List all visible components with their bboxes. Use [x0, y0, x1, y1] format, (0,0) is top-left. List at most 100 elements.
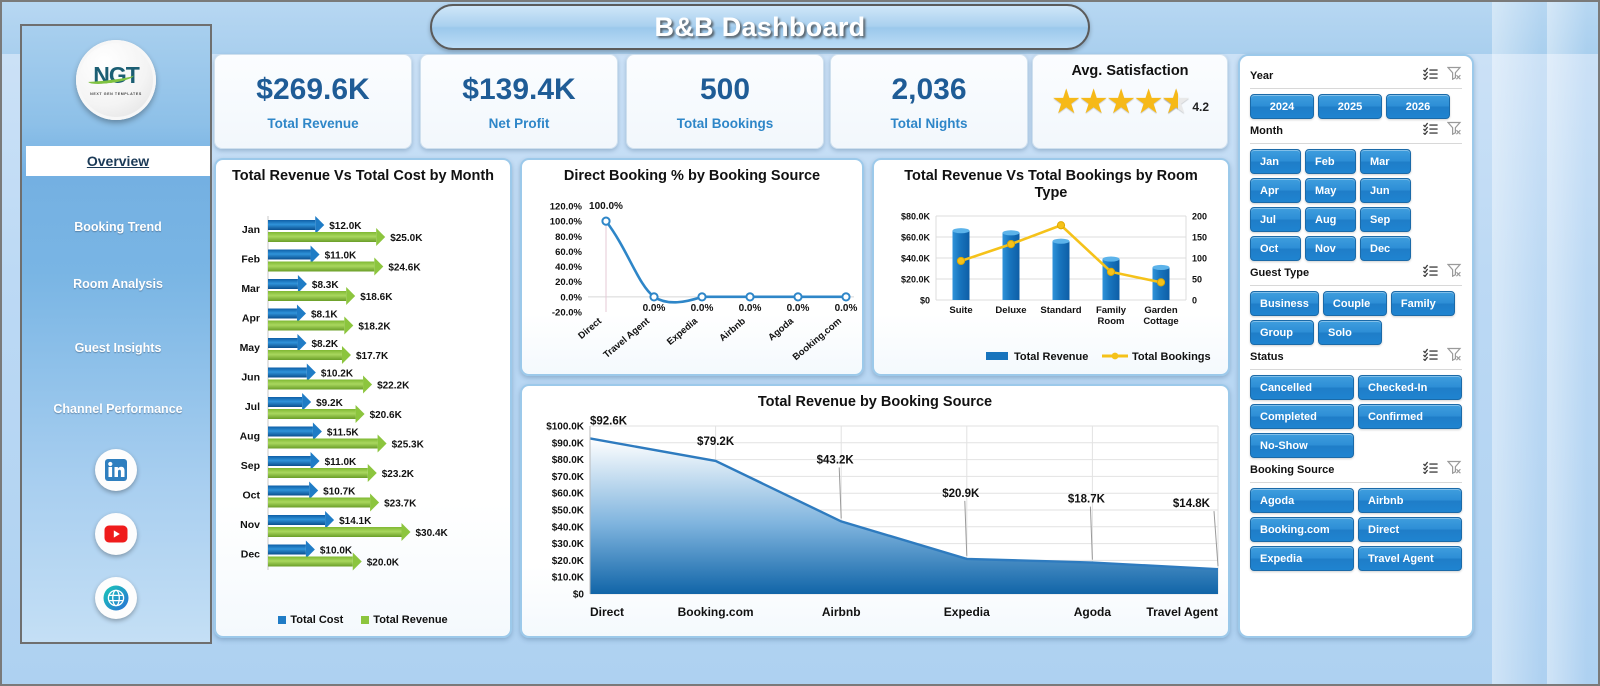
- slicer-item-family[interactable]: Family: [1390, 291, 1455, 316]
- logo-tagline: NEXT GEN TEMPLATES: [90, 92, 142, 96]
- combo-chart-area: $80.0K $60.0K $40.0K $20.0K $0 200 150 100 50 0 Su…: [874, 160, 1228, 374]
- slicer-items: 2024 2025 2026: [1250, 94, 1462, 119]
- slicer-item-apr[interactable]: Apr: [1250, 178, 1301, 203]
- slicer-items: Agoda Airbnb Booking.com Direct Expedia Trave…: [1250, 488, 1462, 571]
- slicer-item-oct[interactable]: Oct: [1250, 236, 1301, 261]
- x-tick-label: Cottage: [1143, 316, 1178, 327]
- y-tick-label-secondary: 0: [1192, 296, 1197, 306]
- slicer-item-solo[interactable]: Solo: [1318, 320, 1382, 345]
- star-icon: ★: [1050, 83, 1082, 121]
- month-label: Apr: [242, 313, 260, 325]
- slicer-item-jun[interactable]: Jun: [1360, 178, 1411, 203]
- slicer-item-cancelled[interactable]: Cancelled: [1250, 375, 1354, 400]
- y-tick-label: $10.0K: [552, 573, 585, 584]
- kpi-label: Total Nights: [890, 115, 968, 131]
- multi-select-icon[interactable]: [1423, 122, 1438, 140]
- kpi-label: Net Profit: [488, 115, 550, 131]
- clear-filter-icon[interactable]: [1446, 66, 1462, 85]
- slicer-item-label: Aug: [1315, 213, 1337, 226]
- month-label: Sep: [241, 460, 260, 472]
- slicer-items: Business Couple Family Group Solo: [1250, 291, 1462, 345]
- y-tick-label: 40.0%: [555, 262, 582, 273]
- slicer-item-group[interactable]: Group: [1250, 320, 1314, 345]
- website-icon[interactable]: [95, 577, 137, 619]
- data-label: $25.0K: [390, 233, 423, 244]
- column-total-revenue: [1002, 230, 1020, 300]
- slicer-item-agoda[interactable]: Agoda: [1250, 488, 1354, 513]
- data-label: $10.2K: [321, 369, 354, 380]
- slicer-item-mar[interactable]: Mar: [1360, 149, 1411, 174]
- multi-select-icon[interactable]: [1423, 348, 1438, 366]
- sidebar-item-label: Guest Insights: [74, 341, 162, 355]
- clear-filter-icon[interactable]: [1446, 121, 1462, 140]
- x-tick-label: Booking.com: [791, 316, 844, 363]
- slicer-item-aug[interactable]: Aug: [1305, 207, 1356, 232]
- clear-filter-icon[interactable]: [1446, 263, 1462, 282]
- slicer-item-label: Apr: [1260, 184, 1279, 197]
- slicer-item-no-show[interactable]: No-Show: [1250, 433, 1354, 458]
- bar-total-cost: [268, 304, 306, 323]
- slicer-year: Year 2024 2025 2026: [1250, 66, 1462, 119]
- multi-select-icon[interactable]: [1423, 67, 1438, 85]
- slicer-item-label: Expedia: [1260, 552, 1303, 565]
- slicer-item-2025[interactable]: 2025: [1318, 94, 1382, 119]
- chart-title: Total Revenue by Booking Source: [757, 394, 993, 410]
- sidebar-item-channel-performance[interactable]: Channel Performance: [22, 398, 214, 420]
- slicer-item-direct[interactable]: Direct: [1358, 517, 1462, 542]
- youtube-icon[interactable]: [95, 513, 137, 555]
- data-point: [1056, 221, 1066, 230]
- slicer-item-business[interactable]: Business: [1250, 291, 1319, 316]
- y-tick-label: $60.0K: [552, 489, 585, 500]
- slicer-item-label: Solo: [1328, 326, 1352, 339]
- bar-total-revenue: [268, 316, 354, 335]
- data-point: [793, 292, 803, 302]
- slicer-title: Guest Type: [1250, 266, 1310, 279]
- bar-total-cost: [268, 245, 320, 264]
- bar-total-revenue: [268, 434, 387, 453]
- slicer-item-confirmed[interactable]: Confirmed: [1358, 404, 1462, 429]
- sidebar-item-booking-trend[interactable]: Booking Trend: [22, 216, 214, 238]
- star-icon: ★: [1133, 83, 1164, 121]
- divider: [1250, 369, 1462, 370]
- slicer-item-booking-com[interactable]: Booking.com: [1250, 517, 1354, 542]
- slicer-item-sep[interactable]: Sep: [1360, 207, 1411, 232]
- y-tick-label: 20.0%: [555, 277, 582, 288]
- sidebar-item-room-analysis[interactable]: Room Analysis: [22, 273, 214, 295]
- slicer-item-completed[interactable]: Completed: [1250, 404, 1354, 429]
- linkedin-icon[interactable]: [95, 449, 137, 491]
- month-label: Jul: [245, 401, 260, 413]
- clear-filter-icon[interactable]: [1446, 460, 1462, 479]
- slicer-item-label: 2024: [1269, 100, 1295, 113]
- slicer-item-2024[interactable]: 2024: [1250, 94, 1314, 119]
- slicer-item-label: Couple: [1332, 297, 1371, 310]
- multi-select-icon[interactable]: [1423, 264, 1438, 282]
- data-label: $11.5K: [327, 428, 359, 439]
- y-tick-label-primary: $20.0K: [901, 275, 931, 285]
- slicer-item-airbnb[interactable]: Airbnb: [1358, 488, 1462, 513]
- slicer-item-label: Group: [1260, 326, 1293, 339]
- slicer-item-may[interactable]: May: [1305, 178, 1356, 203]
- slicer-title: Month: [1250, 124, 1283, 137]
- slicer-item-nov[interactable]: Nov: [1305, 236, 1356, 261]
- x-tick-label: Standard: [1040, 305, 1081, 316]
- slicer-item-2026[interactable]: 2026: [1386, 94, 1450, 119]
- clear-filter-icon[interactable]: [1446, 347, 1462, 366]
- slicer-item-jul[interactable]: Jul: [1250, 207, 1301, 232]
- y-tick-label: $90.0K: [552, 438, 585, 449]
- logo-text: NGT: [93, 62, 140, 88]
- slicer-item-checked-in[interactable]: Checked-In: [1358, 375, 1462, 400]
- data-label: $8.2K: [311, 339, 338, 350]
- sidebar-item-guest-insights[interactable]: Guest Insights: [22, 337, 214, 359]
- kpi-value: $139.4K: [462, 72, 576, 106]
- sidebar-item-overview[interactable]: Overview: [26, 146, 210, 176]
- slicer-item-expedia[interactable]: Expedia: [1250, 546, 1354, 571]
- slicer-item-travel-agent[interactable]: Travel Agent: [1358, 546, 1462, 571]
- multi-select-icon[interactable]: [1423, 461, 1438, 479]
- data-label: $20.0K: [367, 558, 400, 569]
- data-label: $11.0K: [325, 457, 357, 468]
- slicer-item-feb[interactable]: Feb: [1305, 149, 1356, 174]
- slicer-item-dec[interactable]: Dec: [1360, 236, 1411, 261]
- slicer-item-jan[interactable]: Jan: [1250, 149, 1301, 174]
- slicer-item-label: Completed: [1260, 410, 1317, 423]
- slicer-item-couple[interactable]: Couple: [1322, 291, 1387, 316]
